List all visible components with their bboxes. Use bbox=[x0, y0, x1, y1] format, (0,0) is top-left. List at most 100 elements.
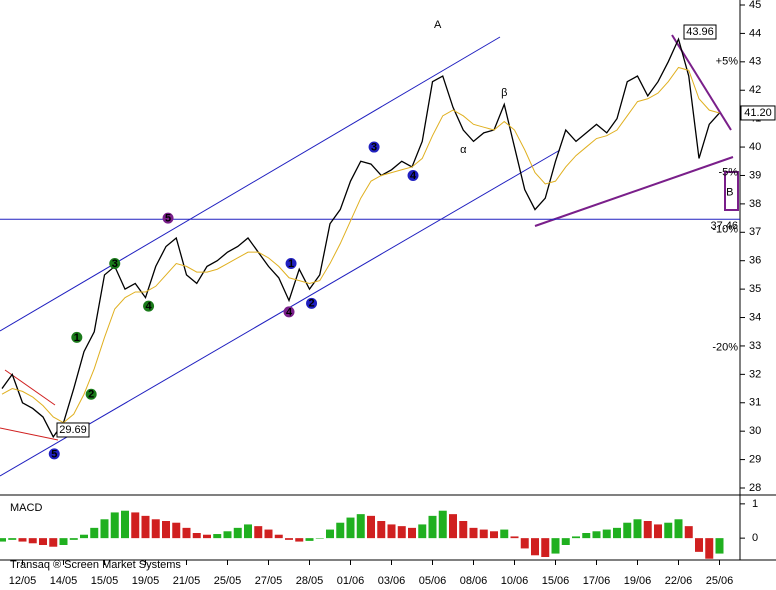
triangle-line bbox=[0, 427, 59, 441]
wave-label: 5 bbox=[165, 212, 171, 224]
y-tick-label: 31 bbox=[749, 397, 761, 409]
macd-label: MACD bbox=[10, 502, 42, 514]
macd-tick-label: 0 bbox=[752, 532, 758, 544]
macd-bar bbox=[469, 527, 478, 539]
macd-bar bbox=[110, 512, 119, 539]
wave-marker bbox=[109, 258, 121, 270]
wave-marker bbox=[283, 306, 295, 318]
macd-bar bbox=[59, 538, 68, 545]
low-label: 29.69 bbox=[59, 424, 87, 436]
level-label: -10% bbox=[712, 223, 738, 235]
credit: Transaq ® Screen Market Systems bbox=[10, 559, 181, 571]
wave-marker bbox=[407, 169, 419, 181]
x-tick-label: 15/06 bbox=[542, 575, 570, 587]
macd-bar bbox=[418, 524, 427, 539]
macd-bar bbox=[244, 524, 252, 539]
macd-bar bbox=[674, 519, 683, 539]
x-tick-label: 25/06 bbox=[706, 575, 734, 587]
macd-bar bbox=[510, 536, 519, 539]
level-label: -20% bbox=[712, 341, 738, 353]
low-label-box bbox=[56, 422, 90, 438]
macd-bar bbox=[531, 538, 539, 556]
macd-bar bbox=[274, 534, 283, 539]
annotation: α bbox=[460, 144, 467, 156]
macd-bar bbox=[131, 512, 140, 539]
y-tick-label: 40 bbox=[749, 141, 761, 153]
wave-label: 2 bbox=[88, 389, 94, 401]
x-tick-label: 12/05 bbox=[9, 575, 37, 587]
macd-bar bbox=[541, 538, 550, 557]
macd-bar bbox=[705, 538, 714, 559]
support-trendline bbox=[534, 156, 734, 227]
macd-bar bbox=[428, 515, 437, 539]
y-tick-label: 33 bbox=[749, 340, 761, 352]
y-tick-label: 45 bbox=[749, 0, 761, 11]
macd-bar bbox=[684, 526, 693, 539]
macd-bar bbox=[28, 538, 37, 544]
macd-bar bbox=[49, 538, 58, 547]
macd-bar bbox=[695, 538, 703, 552]
wave-label: 4 bbox=[286, 306, 293, 318]
wave-marker bbox=[285, 258, 297, 270]
macd-bar bbox=[613, 527, 621, 539]
x-tick-label: 14/05 bbox=[50, 575, 78, 587]
level-label: +10% bbox=[710, 0, 739, 2]
macd-bar bbox=[100, 519, 109, 539]
macd-bar bbox=[326, 529, 334, 539]
wave-marker bbox=[368, 141, 380, 153]
macd-bar bbox=[39, 538, 47, 545]
level-label: +5% bbox=[716, 56, 739, 68]
macd-bar bbox=[654, 524, 662, 539]
wave-label: 5 bbox=[51, 448, 57, 460]
macd-bar bbox=[623, 522, 632, 539]
macd-bar bbox=[162, 521, 170, 539]
macd-bar bbox=[223, 531, 232, 539]
macd-bar bbox=[715, 538, 724, 554]
wave-marker bbox=[143, 300, 155, 312]
macd-bar bbox=[643, 521, 652, 539]
y-tick-label: 30 bbox=[749, 425, 761, 437]
x-tick-label: 03/06 bbox=[378, 575, 406, 587]
macd-bar bbox=[582, 533, 591, 539]
wave-label: 4 bbox=[410, 170, 417, 182]
channel-lower bbox=[0, 149, 561, 477]
y-tick-label: 38 bbox=[749, 198, 761, 210]
y-tick-label: 28 bbox=[749, 482, 761, 494]
x-tick-label: 10/06 bbox=[501, 575, 529, 587]
macd-bar bbox=[192, 533, 201, 539]
wave-marker bbox=[48, 448, 60, 460]
wave-label: 3 bbox=[371, 141, 377, 153]
macd-bar bbox=[141, 515, 150, 539]
wave-label: 2 bbox=[308, 298, 314, 310]
macd-bar bbox=[408, 527, 416, 539]
macd-bar bbox=[551, 538, 560, 554]
x-tick-label: 25/05 bbox=[214, 575, 242, 587]
high-label-box bbox=[683, 24, 717, 40]
macd-bar bbox=[500, 529, 509, 539]
macd-bar bbox=[285, 538, 293, 540]
macd-bar bbox=[336, 522, 345, 539]
macd-bar bbox=[490, 531, 498, 539]
x-tick-label: 19/06 bbox=[624, 575, 652, 587]
macd-bar bbox=[356, 514, 365, 539]
macd-bar bbox=[80, 534, 88, 539]
macd-bar bbox=[346, 517, 355, 539]
macd-bar bbox=[387, 524, 396, 539]
wave-label: 1 bbox=[74, 332, 80, 344]
last-label: 41.20 bbox=[744, 107, 772, 119]
macd-bar bbox=[572, 536, 580, 539]
y-tick-label: 37 bbox=[749, 226, 761, 238]
x-tick-label: 15/05 bbox=[91, 575, 119, 587]
high-label: 43.96 bbox=[686, 26, 714, 38]
macd-bar bbox=[121, 510, 129, 539]
macd-bar bbox=[397, 526, 406, 539]
support-label: 37.46 bbox=[710, 220, 738, 232]
price-line bbox=[1, 37, 720, 439]
x-tick-label: 05/06 bbox=[419, 575, 447, 587]
x-tick-label: 08/06 bbox=[460, 575, 488, 587]
x-tick-label: 01/06 bbox=[337, 575, 365, 587]
macd-bar bbox=[459, 521, 468, 539]
macd-bar bbox=[264, 529, 273, 539]
y-tick-label: 35 bbox=[749, 283, 761, 295]
